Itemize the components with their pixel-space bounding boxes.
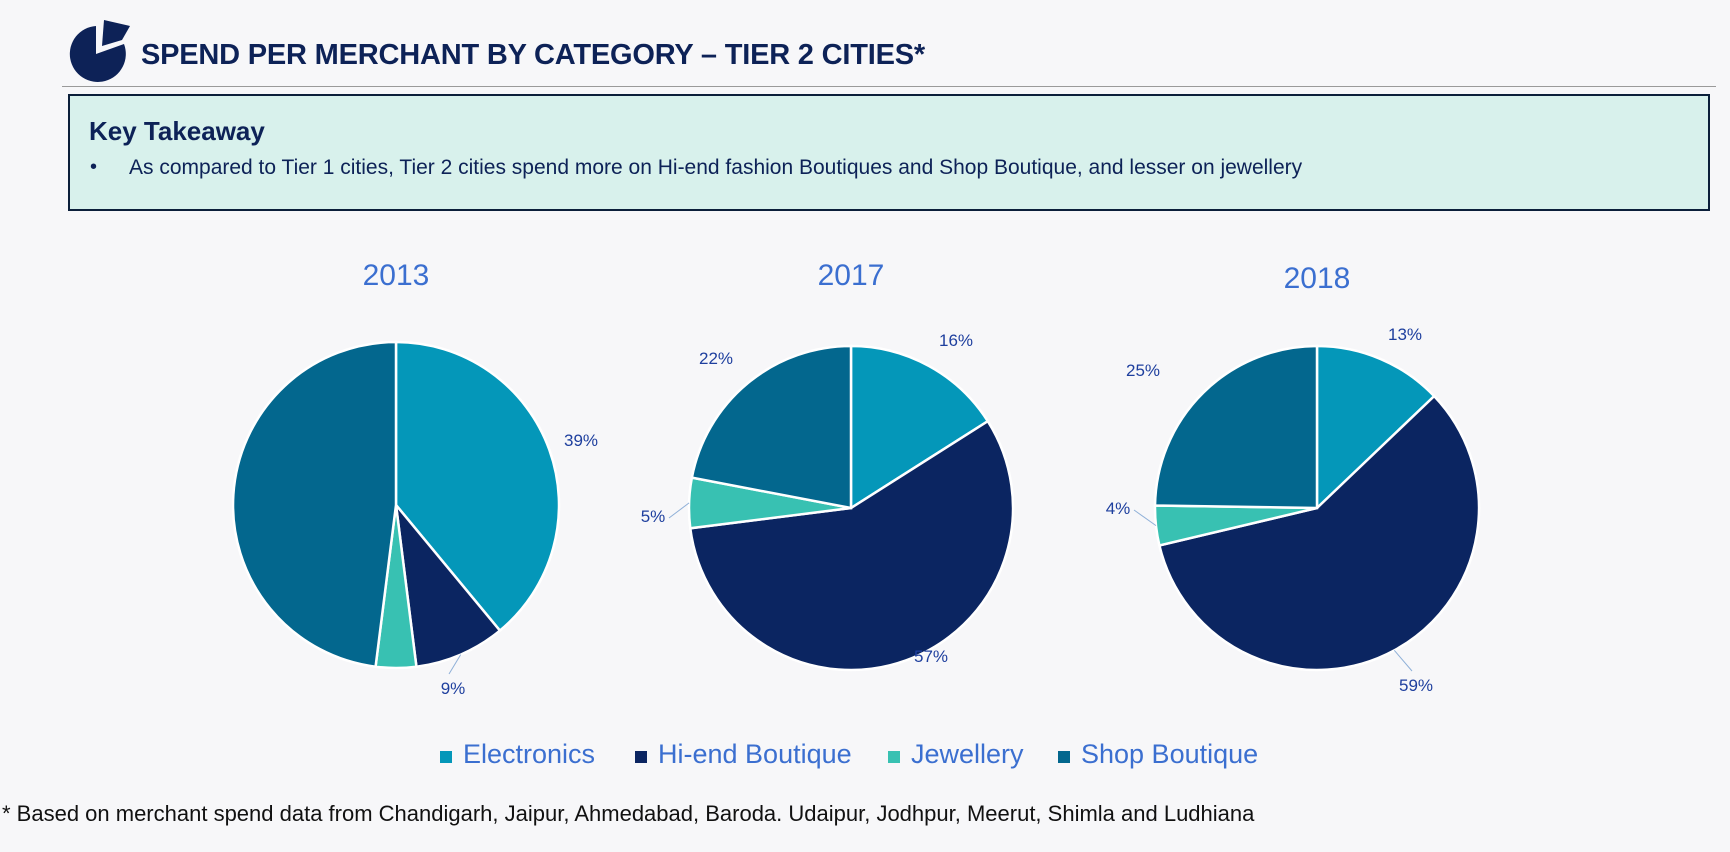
data-label: 5% [641, 507, 666, 526]
legend-swatch [888, 751, 900, 763]
legend-swatch [635, 751, 647, 763]
leader-line [1393, 649, 1413, 672]
legend-swatch [440, 751, 452, 763]
data-label: 39% [564, 431, 598, 450]
pie-slice-shop-boutique [231, 340, 398, 669]
data-label: 57% [914, 647, 948, 666]
pie-chart-2013: 2013 39% 9% [231, 259, 598, 698]
page-title: SPEND PER MERCHANT BY CATEGORY – TIER 2 … [141, 39, 925, 71]
legend-label: Shop Boutique [1081, 739, 1259, 769]
pie-slice-shop-boutique [1153, 344, 1319, 510]
header-divider [62, 86, 1716, 87]
pie-title: 2017 [818, 259, 885, 292]
pie-chart-2018: 2018 13% 59% 4% 25% [1106, 262, 1481, 695]
pie-slice-electronics [849, 344, 990, 511]
footnote: * Based on merchant spend data from Chan… [2, 801, 1255, 826]
leader-line [448, 654, 462, 675]
header: SPEND PER MERCHANT BY CATEGORY – TIER 2 … [66, 18, 1716, 82]
legend-label: Electronics [463, 739, 596, 769]
data-label: 13% [1388, 325, 1422, 344]
data-label: 16% [939, 331, 973, 350]
takeaway-heading: Key Takeaway [89, 116, 265, 146]
bullet-marker: • [90, 156, 98, 178]
pie-slice-hi-end-boutique [688, 419, 1015, 672]
pie-chart-2017: 2017 16% 57% 5% 22% [641, 259, 1015, 672]
data-label: 59% [1399, 676, 1433, 695]
pie-title: 2013 [363, 259, 430, 292]
legend-label: Jewellery [911, 739, 1024, 769]
pie-title: 2018 [1284, 262, 1351, 295]
leader-line [668, 502, 690, 519]
pie-slice-electronics [1315, 344, 1436, 511]
key-takeaway-box: Key Takeaway • As compared to Tier 1 cit… [68, 94, 1710, 211]
data-label: 4% [1106, 499, 1131, 518]
pie-chart-logo-icon [69, 20, 130, 82]
pie-slice-hi-end-boutique [1157, 394, 1481, 672]
legend-label: Hi-end Boutique [658, 739, 852, 769]
pie-slice-shop-boutique [690, 344, 853, 510]
pie-charts: 2013 39% 9% 2017 16% 57% 5% 22% 2018 13% 59% 4% 25% [231, 259, 1481, 698]
legend-swatch [1058, 751, 1070, 763]
pie-slice-hi-end-boutique [394, 500, 502, 669]
data-label: 25% [1126, 361, 1160, 380]
leader-line [1133, 509, 1157, 527]
pie-slice-electronics [394, 340, 561, 633]
takeaway-text: As compared to Tier 1 cities, Tier 2 cit… [129, 156, 1303, 179]
data-label: 9% [441, 679, 466, 698]
data-label: 22% [699, 349, 733, 368]
